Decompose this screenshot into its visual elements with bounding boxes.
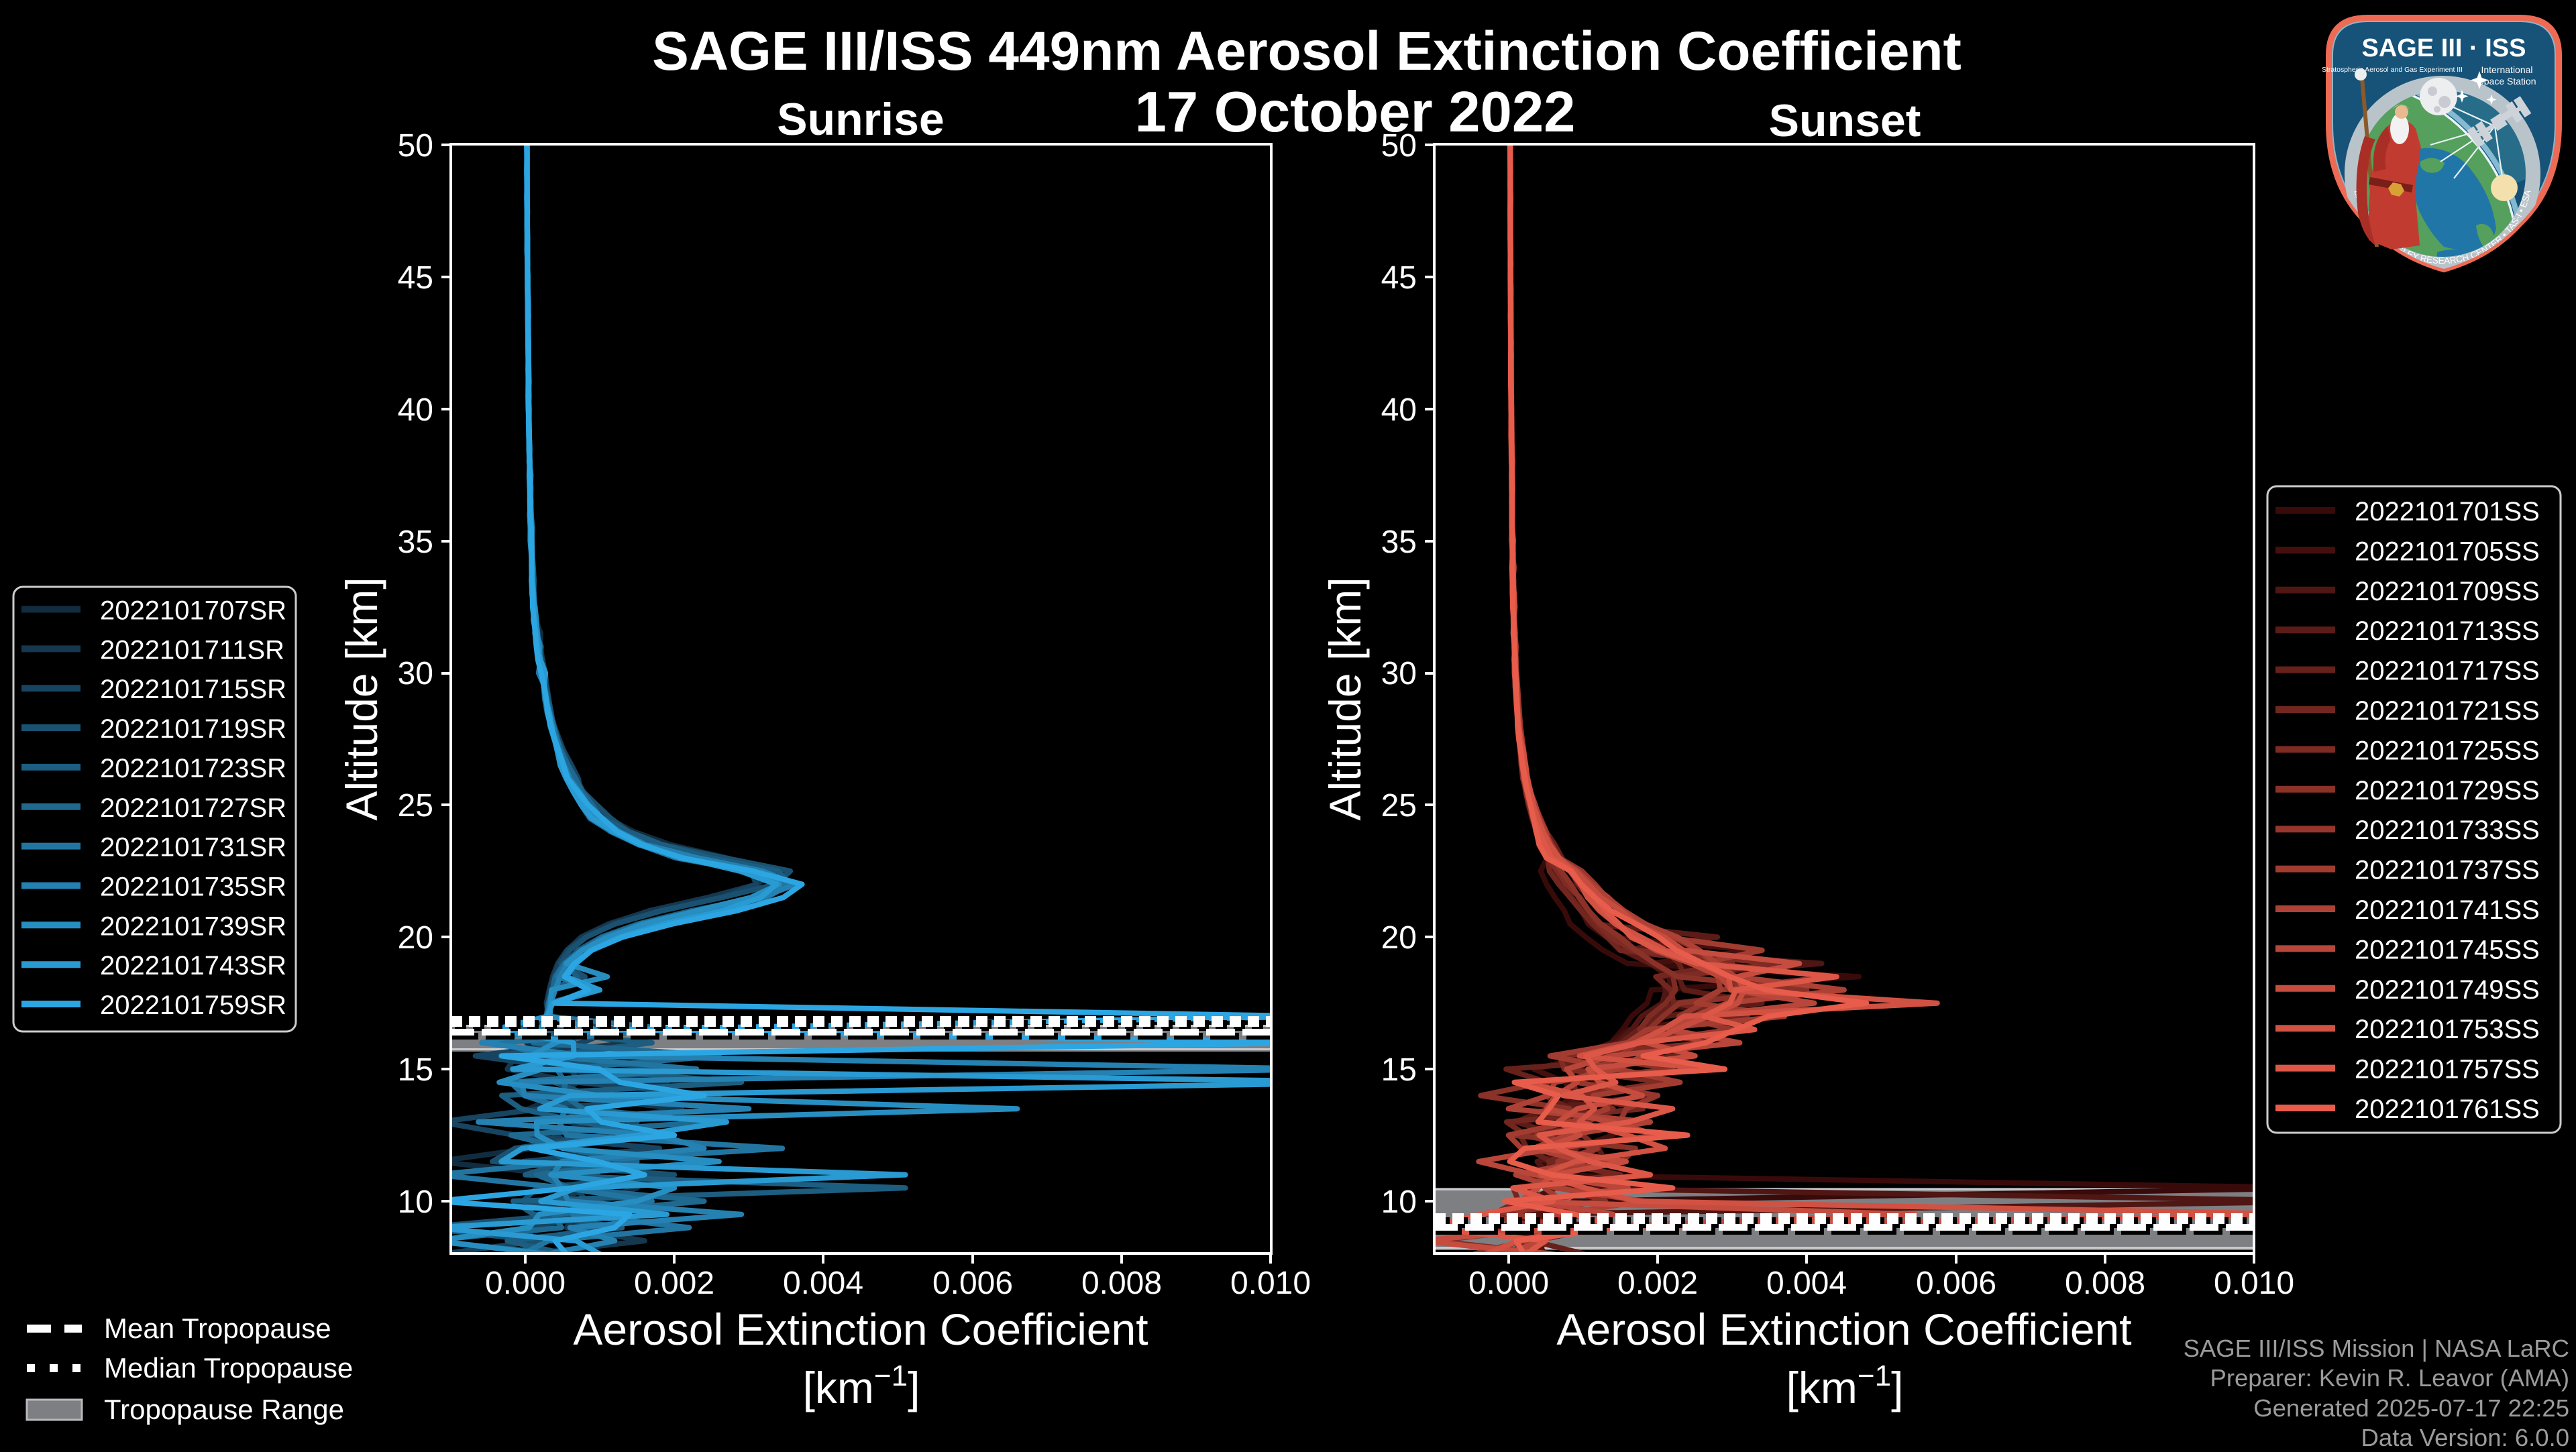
svg-text:2022101723SR: 2022101723SR: [100, 754, 286, 783]
svg-text:2022101753SS: 2022101753SS: [2355, 1015, 2540, 1044]
svg-text:Preparer: Kevin R. Leavor (AMA: Preparer: Kevin R. Leavor (AMA): [2210, 1364, 2569, 1392]
svg-text:2022101749SS: 2022101749SS: [2355, 975, 2540, 1005]
svg-text:2022101737SS: 2022101737SS: [2355, 856, 2540, 885]
svg-text:30: 30: [398, 656, 433, 691]
svg-text:Altitude [km]: Altitude [km]: [337, 577, 386, 820]
svg-text:Aerosol Extinction Coefficient: Aerosol Extinction Coefficient: [1556, 1304, 2131, 1354]
svg-text:2022101709SS: 2022101709SS: [2355, 577, 2540, 606]
svg-text:2022101731SR: 2022101731SR: [100, 833, 286, 862]
svg-text:40: 40: [1381, 392, 1417, 428]
svg-text:Altitude [km]: Altitude [km]: [1320, 577, 1370, 820]
svg-text:2022101743SR: 2022101743SR: [100, 951, 286, 981]
svg-text:0.002: 0.002: [634, 1266, 714, 1301]
svg-text:2022101761SS: 2022101761SS: [2355, 1095, 2540, 1124]
svg-text:15: 15: [398, 1052, 433, 1088]
svg-text:45: 45: [1381, 260, 1417, 296]
svg-text:2022101701SS: 2022101701SS: [2355, 497, 2540, 526]
svg-text:2022101759SR: 2022101759SR: [100, 991, 286, 1020]
svg-text:2022101707SR: 2022101707SR: [100, 596, 286, 626]
svg-text:2022101739SR: 2022101739SR: [100, 911, 286, 941]
svg-text:0.002: 0.002: [1617, 1266, 1698, 1301]
svg-text:20: 20: [1381, 920, 1417, 956]
svg-text:30: 30: [1381, 656, 1417, 691]
svg-text:Stratospheric Aerosol and Gas: Stratospheric Aerosol and Gas Experiment…: [2322, 66, 2463, 74]
svg-text:0.010: 0.010: [1230, 1266, 1311, 1301]
svg-text:50: 50: [1381, 128, 1417, 164]
svg-text:2022101735SR: 2022101735SR: [100, 873, 286, 902]
svg-text:0.006: 0.006: [1916, 1266, 1996, 1301]
svg-text:2022101741SS: 2022101741SS: [2355, 895, 2540, 925]
svg-text:0.000: 0.000: [485, 1266, 566, 1301]
svg-text:2022101725SS: 2022101725SS: [2355, 736, 2540, 765]
svg-text:50: 50: [398, 128, 433, 164]
svg-text:Tropopause Range: Tropopause Range: [104, 1394, 344, 1425]
svg-text:0.004: 0.004: [783, 1266, 863, 1301]
svg-text:0.006: 0.006: [932, 1266, 1013, 1301]
svg-text:Sunset: Sunset: [1769, 95, 1921, 146]
svg-text:0.008: 0.008: [2065, 1266, 2145, 1301]
svg-text:2022101757SS: 2022101757SS: [2355, 1055, 2540, 1084]
svg-text:2022101729SS: 2022101729SS: [2355, 776, 2540, 805]
svg-text:2022101713SS: 2022101713SS: [2355, 616, 2540, 646]
svg-text:Median Tropopause: Median Tropopause: [104, 1352, 353, 1384]
svg-text:20: 20: [398, 920, 433, 956]
svg-text:2022101705SS: 2022101705SS: [2355, 537, 2540, 566]
svg-text:0.000: 0.000: [1468, 1266, 1549, 1301]
svg-text:25: 25: [1381, 788, 1417, 824]
svg-text:35: 35: [398, 524, 433, 560]
svg-text:45: 45: [398, 260, 433, 296]
svg-text:SAGE III/ISS 449nm Aerosol Ext: SAGE III/ISS 449nm Aerosol Extinction Co…: [652, 21, 1962, 82]
svg-text:2022101745SS: 2022101745SS: [2355, 935, 2540, 964]
svg-text:10: 10: [1381, 1184, 1417, 1220]
svg-text:2022101719SR: 2022101719SR: [100, 714, 286, 744]
svg-text:Data Version: 6.0.0: Data Version: 6.0.0: [2361, 1424, 2569, 1449]
svg-text:Sunrise: Sunrise: [777, 94, 944, 145]
svg-text:International: International: [2481, 64, 2532, 75]
svg-text:25: 25: [398, 788, 433, 824]
svg-text:Aerosol Extinction Coefficient: Aerosol Extinction Coefficient: [573, 1304, 1148, 1354]
svg-text:2022101715SR: 2022101715SR: [100, 675, 286, 704]
svg-text:0.010: 0.010: [2214, 1266, 2294, 1301]
svg-text:2022101717SS: 2022101717SS: [2355, 657, 2540, 686]
svg-text:40: 40: [398, 392, 433, 428]
svg-text:15: 15: [1381, 1052, 1417, 1088]
svg-text:17 October 2022: 17 October 2022: [1135, 80, 1576, 144]
svg-text:2022101727SR: 2022101727SR: [100, 793, 286, 823]
svg-text:35: 35: [1381, 524, 1417, 560]
svg-text:SAGE III/ISS Mission | NASA La: SAGE III/ISS Mission | NASA LaRC: [2184, 1335, 2569, 1362]
svg-text:10: 10: [398, 1184, 433, 1220]
svg-text:0.008: 0.008: [1081, 1266, 1162, 1301]
svg-text:Space Station: Space Station: [2477, 76, 2536, 87]
svg-text:0.004: 0.004: [1766, 1266, 1847, 1301]
svg-text:2022101711SR: 2022101711SR: [100, 635, 284, 665]
svg-text:2022101721SS: 2022101721SS: [2355, 696, 2540, 726]
svg-text:2022101733SS: 2022101733SS: [2355, 816, 2540, 845]
svg-text:Generated 2025-07-17 22:25: Generated 2025-07-17 22:25: [2253, 1394, 2569, 1422]
svg-text:SAGE III · ISS: SAGE III · ISS: [2362, 34, 2526, 62]
svg-text:Mean Tropopause: Mean Tropopause: [104, 1313, 331, 1344]
